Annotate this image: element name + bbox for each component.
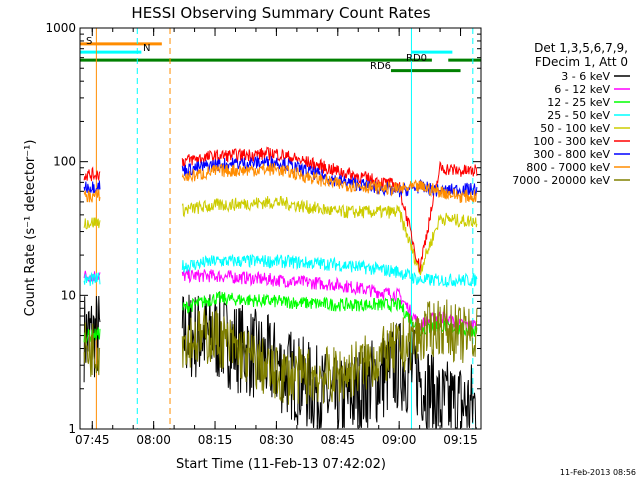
legend-label-3: 12 - 25 keV bbox=[547, 96, 610, 109]
legend-label-9: 7000 - 20000 keV bbox=[512, 174, 610, 187]
legend-label-1: 3 - 6 keV bbox=[561, 70, 610, 83]
legend-label-8: 800 - 7000 keV bbox=[526, 161, 610, 174]
series-line-9-part-1 bbox=[83, 322, 101, 377]
x-tick-label-6: 09:15 bbox=[443, 433, 478, 447]
x-tick-label-4: 08:45 bbox=[320, 433, 355, 447]
x-tick-label-3: 08:30 bbox=[259, 433, 294, 447]
y-tick-label-1: 10 bbox=[61, 288, 76, 302]
plot-content: S N RD0 RD6 bbox=[80, 28, 481, 429]
legend-header-line-2: FDecim 1, Att 0 bbox=[535, 55, 628, 69]
series-line-8-part-2 bbox=[181, 162, 478, 204]
series-line-4-part-1 bbox=[83, 271, 101, 286]
y-tick-label-0: 1 bbox=[68, 422, 76, 436]
series-line-5-part-1 bbox=[83, 217, 101, 230]
legend-header-line-1: Det 1,3,5,6,7,9, bbox=[534, 41, 628, 55]
series-line-3-part-1 bbox=[83, 327, 101, 344]
series-line-1-part-2 bbox=[181, 291, 477, 429]
x-tick-label-2: 08:15 bbox=[198, 433, 233, 447]
legend-label-5: 50 - 100 keV bbox=[540, 122, 610, 135]
series-line-6-part-1 bbox=[83, 166, 101, 182]
night-flag-label: N bbox=[143, 43, 150, 54]
footer-timestamp: 11-Feb-2013 08:56 bbox=[560, 468, 636, 477]
series-line-8-part-1 bbox=[83, 189, 101, 203]
x-tick-label-0: 07:45 bbox=[75, 433, 110, 447]
legend-label-6: 100 - 300 keV bbox=[533, 135, 610, 148]
series-line-6-part-2 bbox=[181, 146, 478, 273]
x-tick-label-5: 09:00 bbox=[382, 433, 417, 447]
y-tick-label-2: 100 bbox=[53, 155, 76, 169]
x-axis-label: Start Time (11-Feb-13 07:42:02) bbox=[176, 457, 386, 472]
y-axis-label: Count Rate (s⁻¹ detector⁻¹) bbox=[23, 140, 38, 317]
rd6-flag-label: RD6 bbox=[370, 61, 391, 72]
legend-label-4: 25 - 50 keV bbox=[547, 109, 610, 122]
series-line-9-part-2 bbox=[181, 299, 478, 405]
plot-frame bbox=[79, 27, 482, 430]
series-line-4-part-2 bbox=[181, 253, 478, 288]
y-axis: 1 10 100 1000 bbox=[45, 21, 481, 436]
x-tick-label-1: 08:00 bbox=[136, 433, 171, 447]
saa-flag-label: S bbox=[86, 36, 92, 47]
chart-title: HESSI Observing Summary Count Rates bbox=[131, 4, 430, 22]
legend-label-7: 300 - 800 keV bbox=[533, 148, 610, 161]
x-axis: 07:45 08:00 08:15 08:30 08:45 09:00 09:15 bbox=[75, 28, 482, 447]
legend-label-2: 6 - 12 keV bbox=[554, 83, 610, 96]
series-line-7-part-1 bbox=[83, 180, 101, 194]
rd0-flag-label: RD0 bbox=[406, 53, 427, 64]
y-tick-label-3: 1000 bbox=[45, 21, 76, 35]
legend: Det 1,3,5,6,7,9, FDecim 1, Att 0 3 - 6 k… bbox=[512, 41, 630, 187]
series-line-5-part-2 bbox=[181, 195, 478, 276]
